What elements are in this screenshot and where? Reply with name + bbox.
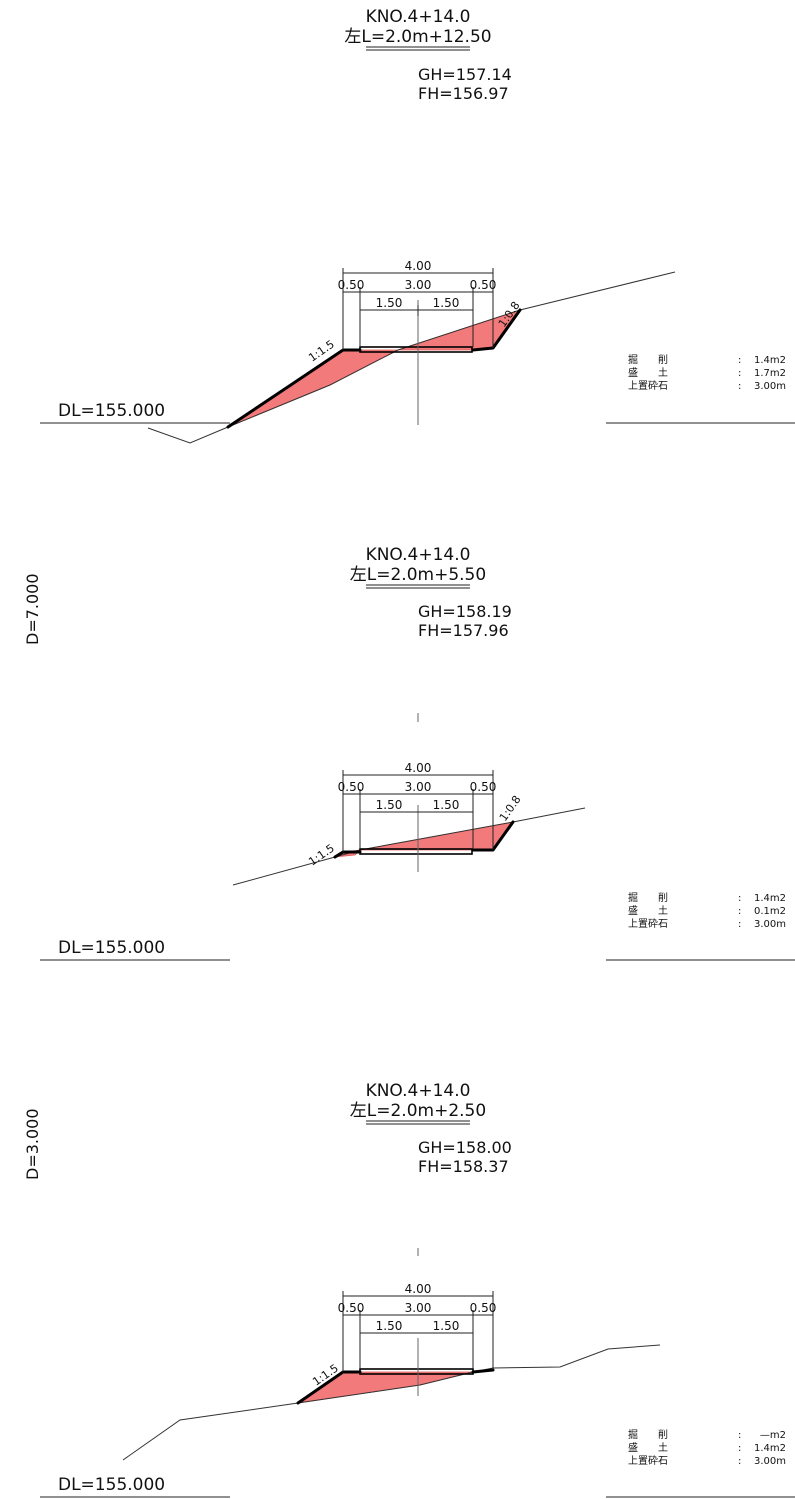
- fh-label: FH=156.97: [418, 84, 509, 103]
- svg-text:掘 削: 掘 削: [628, 1428, 668, 1441]
- quantity-table: 掘 削 : 1.4m2 盛 土 : 1.7m2 上置砕石 : 3.00m: [628, 353, 786, 392]
- dim-total: 4.00: [405, 761, 432, 775]
- datum-label: DL=155.000: [58, 938, 165, 958]
- svg-text:1.4m2: 1.4m2: [754, 893, 786, 904]
- station-label: KNO.4+14.0: [366, 7, 471, 27]
- svg-text:盛 土: 盛 土: [628, 904, 668, 917]
- dim-shoulder-left: 0.50: [338, 780, 365, 794]
- offset-label: 左L=2.0m+5.50: [350, 565, 486, 585]
- svg-text:1.7m2: 1.7m2: [754, 368, 786, 379]
- ground-line: [122, 1344, 661, 1461]
- gh-label: GH=158.00: [418, 1138, 512, 1157]
- gh-label: GH=158.19: [418, 602, 512, 621]
- svg-text:掘 削: 掘 削: [628, 353, 668, 366]
- cross-section-2: D=7.000 KNO.4+14.0 左L=2.0m+5.50 GH=158.1…: [23, 545, 795, 961]
- svg-text:盛 土: 盛 土: [628, 1441, 668, 1454]
- dim-shoulder-left: 0.50: [338, 1301, 365, 1315]
- dim-middle: 3.00: [405, 278, 432, 292]
- dim-shoulder-left: 0.50: [338, 278, 365, 292]
- pavement-layer: [359, 848, 473, 855]
- side-distance-label: D=7.000: [23, 573, 42, 645]
- dim-half-left: 1.50: [376, 296, 403, 310]
- cross-section-3: D=3.000 KNO.4+14.0 左L=2.0m+2.50 GH=158.0…: [23, 1081, 795, 1498]
- dim-shoulder-right: 0.50: [470, 780, 497, 794]
- svg-text::: :: [738, 919, 741, 930]
- svg-text:上置砕石: 上置砕石: [628, 380, 668, 392]
- svg-text::: :: [738, 381, 741, 392]
- svg-text:3.00m: 3.00m: [754, 919, 786, 930]
- fh-label: FH=157.96: [418, 621, 509, 640]
- design-shoulder-right: [471, 1368, 495, 1374]
- dim-total: 4.00: [405, 1282, 432, 1296]
- pavement-layer: [359, 1368, 474, 1375]
- dim-middle: 3.00: [405, 1301, 432, 1315]
- side-distance-label: D=3.000: [23, 1108, 42, 1180]
- dim-half-right: 1.50: [433, 1319, 460, 1333]
- station-label: KNO.4+14.0: [366, 1081, 471, 1101]
- dim-shoulder-right: 0.50: [470, 1301, 497, 1315]
- dim-half-right: 1.50: [433, 296, 460, 310]
- svg-text:掘 削: 掘 削: [628, 891, 668, 904]
- svg-text:3.00m: 3.00m: [754, 1456, 786, 1467]
- dim-middle: 3.00: [405, 780, 432, 794]
- svg-text:3.00m: 3.00m: [754, 381, 786, 392]
- dimension-lines: [342, 1291, 494, 1372]
- svg-text:上置砕石: 上置砕石: [628, 918, 668, 930]
- dim-shoulder-right: 0.50: [470, 278, 497, 292]
- svg-text:盛 土: 盛 土: [628, 366, 668, 379]
- svg-text:1.4m2: 1.4m2: [754, 355, 786, 366]
- dim-total: 4.00: [405, 259, 432, 273]
- slope-label-right: 1:0.8: [497, 793, 524, 824]
- svg-text:上置砕石: 上置砕石: [628, 1455, 668, 1467]
- svg-text::: :: [738, 1443, 741, 1454]
- quantity-table: 掘 削 : 1.4m2 盛 土 : 0.1m2 上置砕石 : 3.00m: [628, 891, 786, 930]
- dim-half-left: 1.50: [376, 798, 403, 812]
- quantity-table: 掘 削 : —m2 盛 土 : 1.4m2 上置砕石 : 3.00m: [628, 1428, 786, 1467]
- svg-text::: :: [738, 368, 741, 379]
- dim-half-right: 1.50: [433, 798, 460, 812]
- cross-section-1: KNO.4+14.0 左L=2.0m+12.50 GH=157.14 FH=15…: [40, 7, 795, 444]
- svg-text:—m2: —m2: [760, 1430, 786, 1441]
- dim-half-left: 1.50: [376, 1319, 403, 1333]
- svg-text:1.4m2: 1.4m2: [754, 1443, 786, 1454]
- fh-label: FH=158.37: [418, 1157, 509, 1176]
- gh-label: GH=157.14: [418, 65, 512, 84]
- svg-text::: :: [738, 1456, 741, 1467]
- ground-line: [147, 271, 676, 444]
- svg-text::: :: [738, 893, 741, 904]
- svg-text::: :: [738, 355, 741, 366]
- datum-label: DL=155.000: [58, 401, 165, 421]
- slope-label-left: 1:1.5: [306, 842, 337, 869]
- offset-label: 左L=2.0m+2.50: [350, 1101, 486, 1121]
- svg-text::: :: [738, 1430, 741, 1441]
- station-label: KNO.4+14.0: [366, 545, 471, 565]
- dimension-lines: [342, 268, 494, 350]
- datum-label: DL=155.000: [58, 1475, 165, 1495]
- svg-text:0.1m2: 0.1m2: [754, 906, 786, 917]
- dimension-lines: [342, 770, 494, 852]
- offset-label: 左L=2.0m+12.50: [344, 27, 491, 47]
- svg-text::: :: [738, 906, 741, 917]
